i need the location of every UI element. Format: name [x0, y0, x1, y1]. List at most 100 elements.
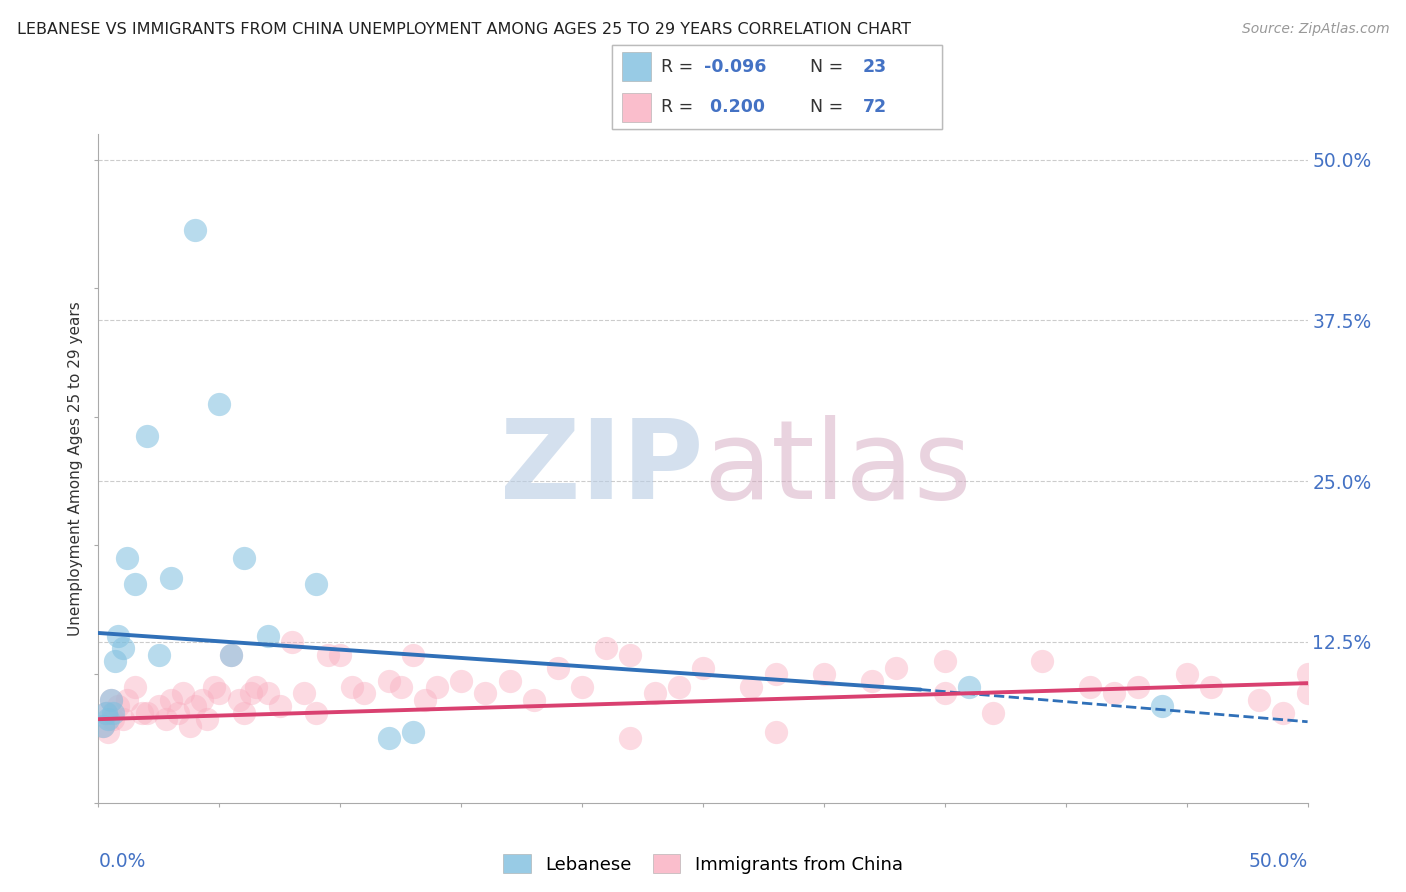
Point: [1272, 706, 1295, 720]
Point: [377, 731, 399, 746]
Point: [668, 680, 690, 694]
Point: [256, 686, 278, 700]
Point: [204, 680, 226, 694]
Point: [450, 673, 472, 688]
Point: [131, 706, 153, 720]
Point: [135, 429, 157, 443]
Point: [860, 673, 883, 688]
Point: [1249, 693, 1271, 707]
Point: [353, 686, 375, 700]
Point: [148, 648, 170, 662]
Point: [934, 654, 956, 668]
FancyBboxPatch shape: [621, 93, 651, 121]
Point: [100, 693, 122, 707]
Point: [195, 712, 218, 726]
Point: [208, 686, 231, 700]
Point: [329, 648, 352, 662]
Point: [221, 648, 243, 662]
Point: [97, 712, 120, 726]
Point: [148, 699, 170, 714]
Point: [1102, 686, 1125, 700]
Point: [101, 712, 124, 726]
Point: [107, 628, 129, 642]
Point: [498, 673, 520, 688]
Text: N =: N =: [810, 98, 849, 116]
Point: [160, 693, 183, 707]
Point: [117, 551, 139, 566]
Point: [342, 680, 364, 694]
Text: Source: ZipAtlas.com: Source: ZipAtlas.com: [1241, 22, 1389, 37]
Point: [474, 686, 496, 700]
Point: [305, 577, 328, 591]
Text: -0.096: -0.096: [704, 58, 766, 76]
Point: [228, 693, 250, 707]
Point: [239, 686, 262, 700]
Point: [426, 680, 449, 694]
Point: [413, 693, 436, 707]
Text: R =: R =: [661, 58, 699, 76]
Point: [619, 648, 641, 662]
FancyBboxPatch shape: [621, 53, 651, 81]
Point: [184, 223, 207, 237]
Point: [191, 693, 214, 707]
Point: [316, 648, 339, 662]
Point: [547, 661, 569, 675]
Text: LEBANESE VS IMMIGRANTS FROM CHINA UNEMPLOYMENT AMONG AGES 25 TO 29 YEARS CORRELA: LEBANESE VS IMMIGRANTS FROM CHINA UNEMPL…: [17, 22, 911, 37]
Point: [765, 725, 787, 739]
Point: [256, 628, 278, 642]
Legend: Lebanese, Immigrants from China: Lebanese, Immigrants from China: [496, 847, 910, 880]
Point: [179, 718, 201, 732]
Point: [402, 648, 425, 662]
Point: [1296, 686, 1319, 700]
Point: [232, 551, 254, 566]
Text: N =: N =: [810, 58, 849, 76]
Point: [1031, 654, 1053, 668]
Point: [1152, 699, 1174, 714]
Text: 0.0%: 0.0%: [98, 852, 146, 871]
Point: [1296, 667, 1319, 681]
Point: [135, 706, 157, 720]
Point: [101, 706, 124, 720]
Text: 23: 23: [863, 58, 887, 76]
Point: [1175, 667, 1198, 681]
Text: atlas: atlas: [703, 415, 972, 522]
Point: [245, 680, 267, 694]
Point: [981, 706, 1004, 720]
Point: [221, 648, 243, 662]
Point: [160, 571, 183, 585]
Point: [269, 699, 291, 714]
Point: [740, 680, 762, 694]
Point: [377, 673, 399, 688]
Point: [124, 577, 146, 591]
Point: [571, 680, 593, 694]
Point: [232, 706, 254, 720]
Text: ZIP: ZIP: [499, 415, 703, 522]
Point: [91, 718, 114, 732]
Point: [595, 641, 617, 656]
Point: [167, 706, 190, 720]
Point: [523, 693, 546, 707]
Point: [155, 712, 177, 726]
Point: [886, 661, 908, 675]
Text: 72: 72: [863, 98, 887, 116]
Point: [934, 686, 956, 700]
Point: [100, 693, 122, 707]
Point: [104, 654, 127, 668]
Point: [94, 706, 117, 720]
Point: [1128, 680, 1150, 694]
Y-axis label: Unemployment Among Ages 25 to 29 years: Unemployment Among Ages 25 to 29 years: [67, 301, 83, 636]
Text: R =: R =: [661, 98, 699, 116]
Point: [117, 693, 139, 707]
Point: [692, 661, 714, 675]
Point: [184, 699, 207, 714]
Point: [305, 706, 328, 720]
Point: [172, 686, 194, 700]
Point: [107, 699, 129, 714]
Point: [765, 667, 787, 681]
Point: [402, 725, 425, 739]
Point: [389, 680, 412, 694]
Point: [281, 635, 304, 649]
Point: [94, 706, 117, 720]
Point: [1199, 680, 1222, 694]
Point: [619, 731, 641, 746]
